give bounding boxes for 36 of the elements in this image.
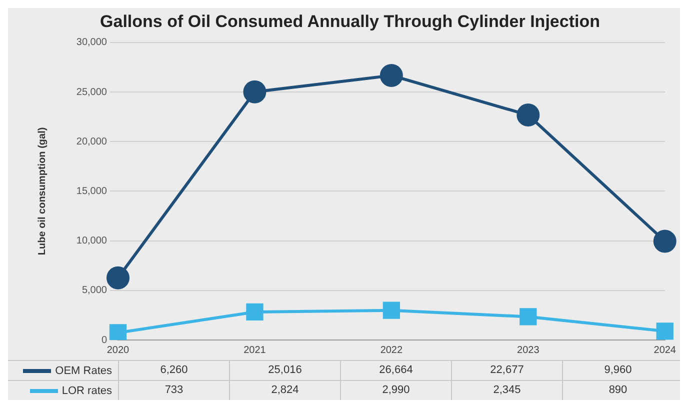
data-label: 2,345	[451, 381, 562, 400]
point	[243, 80, 266, 104]
point	[516, 104, 540, 127]
y-tick-label: 10,000	[76, 236, 108, 247]
y-tick-label: 30,000	[76, 37, 108, 48]
data-label: 25,016	[229, 361, 340, 380]
data-label: 733	[118, 381, 229, 400]
data-label: 890	[562, 381, 673, 400]
x-tick-label: 2022	[380, 344, 403, 356]
y-tick-label: 15,000	[76, 186, 108, 197]
x-tick-label: 2024	[654, 344, 676, 356]
data-label: 9,960	[562, 361, 673, 380]
point	[109, 324, 127, 340]
x-tick-label: 2023	[517, 344, 540, 356]
data-label: 22,677	[451, 361, 562, 380]
y-axis-title: Lube oil consumption (gal)	[36, 127, 48, 256]
point	[656, 322, 674, 340]
point	[653, 230, 676, 253]
data-label: 6,260	[118, 361, 229, 380]
y-tick-label: 20,000	[76, 136, 108, 148]
legend-label: LOR rates	[62, 384, 112, 396]
y-tick-label: 5,000	[82, 285, 108, 296]
point	[382, 302, 400, 319]
x-tick-label: 2020	[106, 344, 130, 356]
point	[520, 308, 537, 326]
x-tick-label: 2021	[244, 344, 266, 356]
point	[380, 64, 403, 87]
data-label: 26,664	[340, 361, 451, 380]
y-tick-label: 0	[101, 334, 108, 346]
y-tick-label: 25,000	[76, 86, 108, 98]
chart-title: Gallons of Oil Consumed Annually Through Cylinder Injection	[100, 12, 600, 31]
point	[106, 266, 130, 290]
point	[246, 303, 264, 321]
data-label: 2,824	[229, 381, 340, 400]
legend-label: OEM Rates	[55, 364, 112, 376]
data-label: 2,990	[340, 381, 451, 400]
